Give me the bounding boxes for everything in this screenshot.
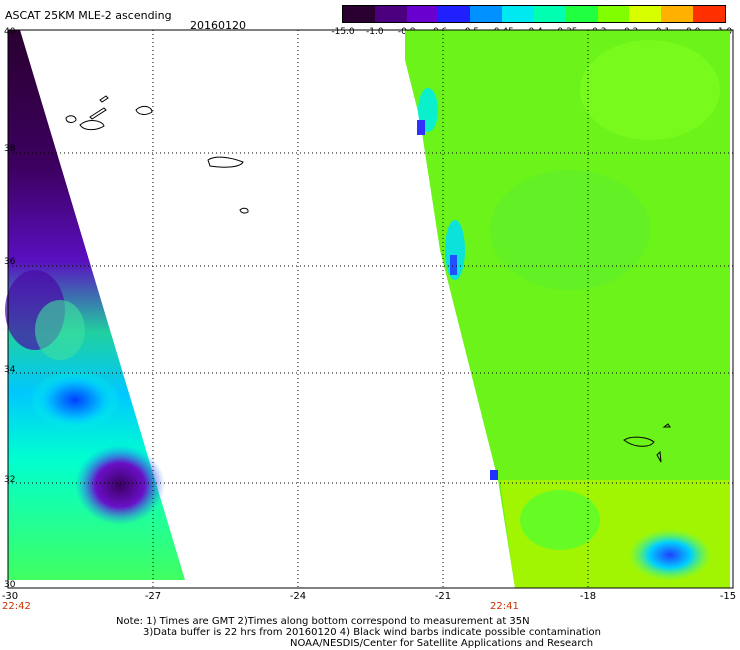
left-swath xyxy=(5,30,185,580)
y-tick-label: 30 xyxy=(4,580,16,590)
note-line-1: Note: 1) Times are GMT 2)Times along bot… xyxy=(116,616,530,627)
colorbar-segment xyxy=(533,6,566,22)
map-date: 20160120 xyxy=(190,19,246,32)
right-pass-time: 22:41 xyxy=(490,601,519,612)
y-tick-label: 40 xyxy=(4,27,16,37)
colorbar xyxy=(342,5,726,23)
graticule xyxy=(8,30,733,588)
y-tick-label: 32 xyxy=(4,475,16,485)
colorbar-segment xyxy=(661,6,694,22)
x-tick-label: -21 xyxy=(434,591,452,602)
colorbar-segment xyxy=(597,6,630,22)
right-swath xyxy=(405,30,730,588)
x-tick-label: -18 xyxy=(579,591,597,602)
y-tick-label: 36 xyxy=(4,257,16,267)
colorbar-segment xyxy=(438,6,471,22)
colorbar-segment xyxy=(470,6,503,22)
x-tick-label: -24 xyxy=(289,591,307,602)
map-frame xyxy=(7,29,734,589)
colorbar-segment xyxy=(406,6,439,22)
colorbar-segment xyxy=(343,6,375,22)
x-tick-label: -15 xyxy=(719,591,737,602)
y-tick-label: 34 xyxy=(4,365,16,375)
note-line-3: NOAA/NESDIS/Center for Satellite Applica… xyxy=(290,638,594,649)
colorbar-segment xyxy=(374,6,407,22)
x-tick-label: -27 xyxy=(144,591,162,602)
note-line-2: 3)Data buffer is 22 hrs from 20160120 4)… xyxy=(143,627,601,638)
left-pass-time: 22:42 xyxy=(2,601,31,612)
x-tick-label: -30 xyxy=(1,591,19,602)
colorbar-tick-label: -15.0 xyxy=(331,27,355,37)
madeira-outline xyxy=(623,436,655,447)
colorbar-segment xyxy=(502,6,534,22)
colorbar-segment xyxy=(693,6,725,22)
y-tick-label: 38 xyxy=(4,144,16,154)
colorbar-tick-label: -1.0 xyxy=(366,27,384,37)
colorbar-segment xyxy=(565,6,598,22)
map-title: ASCAT 25KM MLE-2 ascending xyxy=(5,9,172,22)
colorbar-segment xyxy=(629,6,662,22)
island-outlines xyxy=(65,95,671,463)
